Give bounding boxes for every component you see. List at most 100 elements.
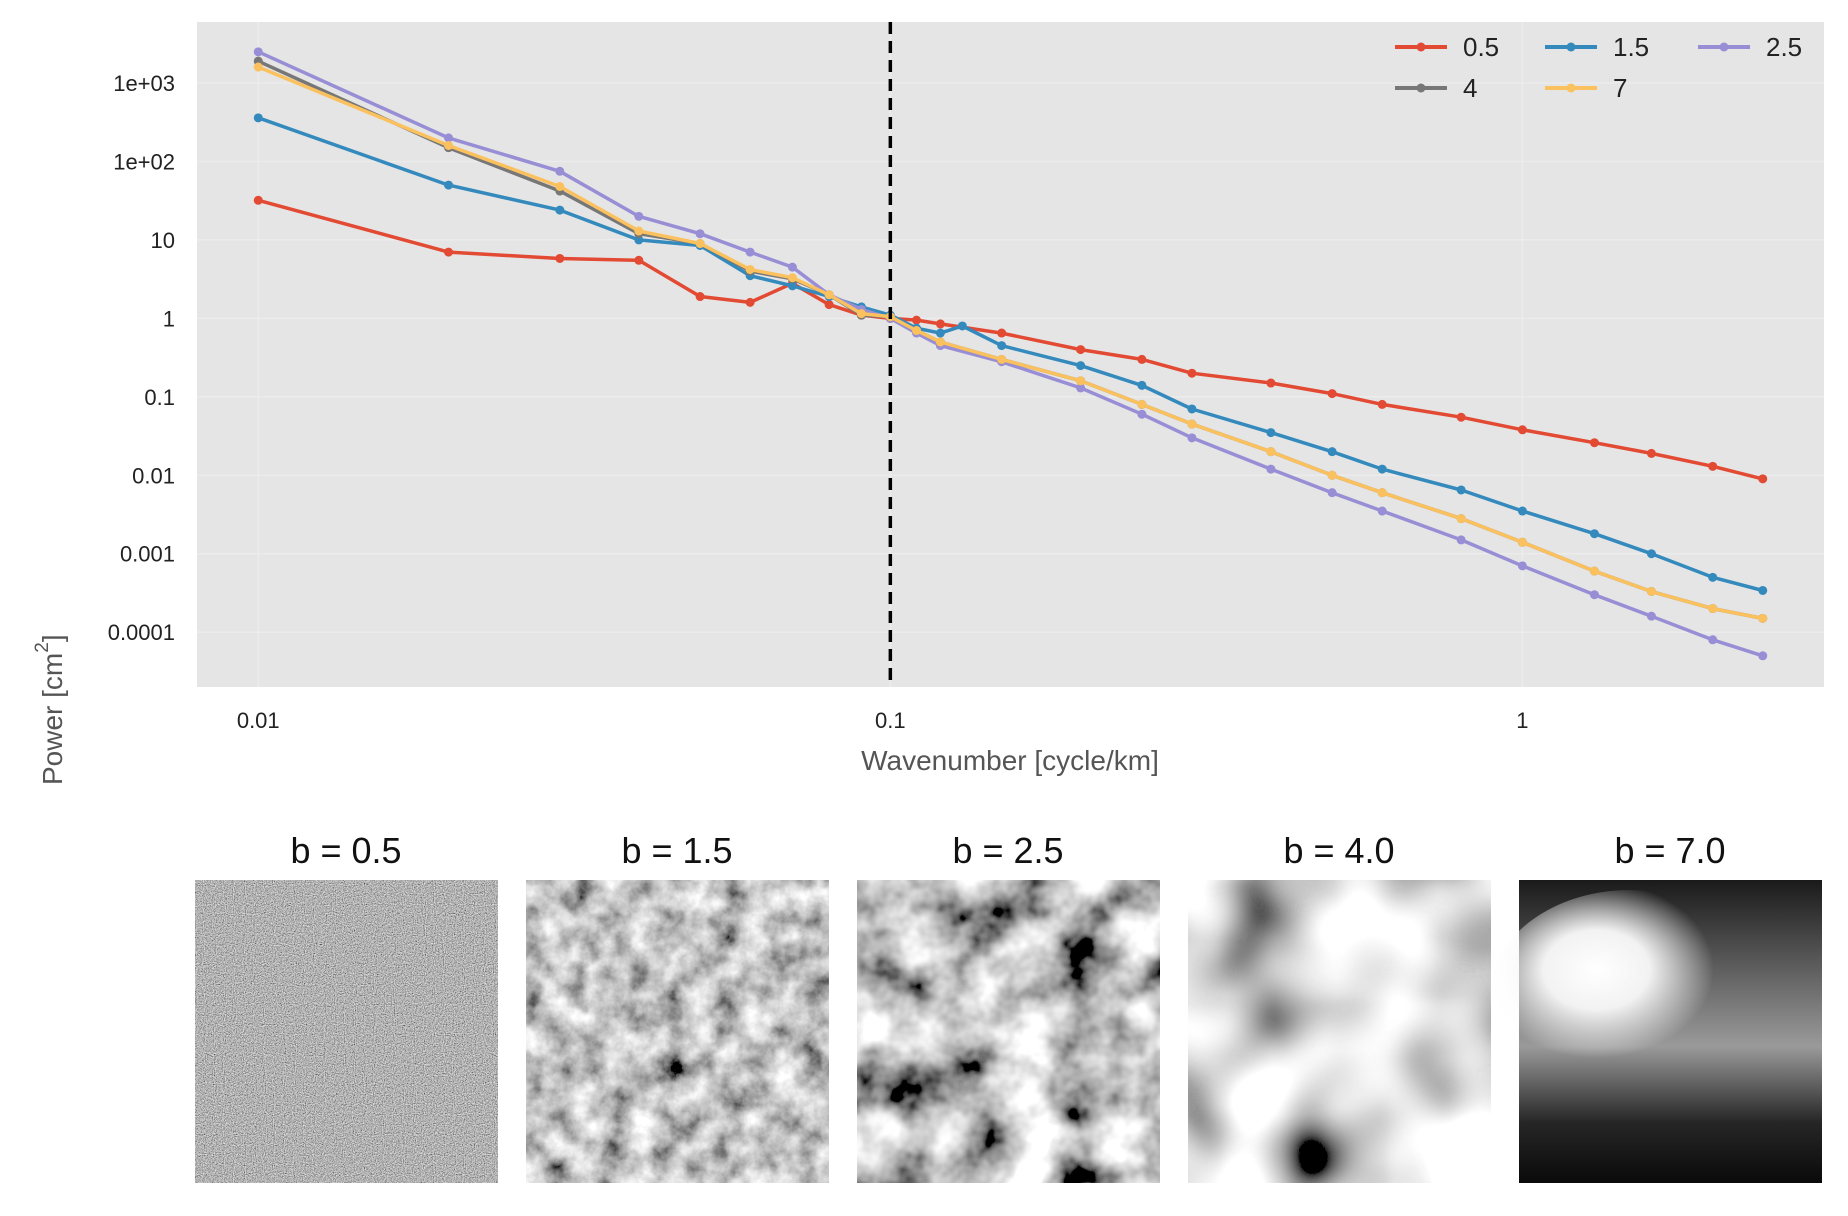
- panel-image: [1188, 880, 1491, 1183]
- legend-item-7: 7: [1545, 73, 1627, 103]
- data-point: [555, 205, 565, 215]
- legend-marker: [1416, 42, 1426, 52]
- data-point: [1266, 464, 1276, 474]
- data-point: [555, 181, 565, 191]
- data-point: [935, 319, 945, 329]
- legend-marker: [1719, 42, 1729, 52]
- legend-marker: [1566, 42, 1576, 52]
- y-tick-label: 0.01: [132, 463, 175, 488]
- data-point: [856, 309, 866, 319]
- data-point: [1708, 635, 1718, 645]
- data-point: [634, 211, 644, 221]
- data-point: [957, 321, 967, 331]
- series-layer: [253, 47, 1768, 661]
- data-point: [253, 113, 263, 123]
- panel-title: b = 1.5: [621, 830, 732, 871]
- data-point: [444, 140, 454, 150]
- data-point: [1758, 585, 1768, 595]
- legend-label: 7: [1613, 73, 1627, 103]
- data-point: [1646, 448, 1656, 458]
- panel-title: b = 4.0: [1283, 830, 1394, 871]
- data-point: [997, 354, 1007, 364]
- panel-b1.5: b = 1.5: [526, 830, 829, 1183]
- data-point: [1517, 506, 1527, 516]
- data-point: [1456, 514, 1466, 524]
- data-point: [1758, 651, 1768, 661]
- legend-label: 2.5: [1766, 32, 1802, 62]
- data-point: [555, 166, 565, 176]
- data-point: [1076, 361, 1086, 371]
- data-point: [1517, 425, 1527, 435]
- x-axis-label: Wavenumber [cycle/km]: [861, 745, 1159, 776]
- data-point: [1758, 613, 1768, 623]
- data-point: [695, 229, 705, 239]
- data-point: [1456, 485, 1466, 495]
- series-0.5: [253, 195, 1768, 484]
- data-point: [1327, 488, 1337, 498]
- legend-marker: [1416, 83, 1426, 93]
- legend-label: 1.5: [1613, 32, 1649, 62]
- data-point: [253, 47, 263, 57]
- y-tick-label: 10: [151, 228, 175, 253]
- panel-b0.5: b = 0.5: [195, 830, 498, 1183]
- panel-image: [195, 880, 498, 1183]
- data-point: [787, 262, 797, 272]
- legend: 0.5 1.5 2.5 4 7: [1395, 32, 1802, 103]
- data-point: [695, 292, 705, 302]
- data-point: [1187, 368, 1197, 378]
- data-point: [1708, 572, 1718, 582]
- data-point: [1758, 474, 1768, 484]
- data-point: [997, 341, 1007, 351]
- data-point: [1646, 611, 1656, 621]
- data-point: [745, 297, 755, 307]
- data-point: [695, 239, 705, 249]
- x-tick-label: 1: [1516, 708, 1528, 733]
- data-point: [745, 247, 755, 257]
- y-tick-label: 1: [163, 306, 175, 331]
- data-point: [555, 253, 565, 263]
- panel-title: b = 0.5: [290, 830, 401, 871]
- panel-b2.5: b = 2.5: [857, 830, 1160, 1183]
- data-point: [1377, 488, 1387, 498]
- y-tick-label: 0.0001: [108, 620, 175, 645]
- data-point: [912, 315, 922, 325]
- data-point: [997, 328, 1007, 338]
- data-point: [444, 247, 454, 257]
- data-point: [1456, 412, 1466, 422]
- data-point: [1377, 464, 1387, 474]
- y-axis-label-suffix: ]: [37, 634, 68, 642]
- data-point: [1187, 404, 1197, 414]
- data-point: [1137, 354, 1147, 364]
- data-point: [824, 300, 834, 310]
- data-point: [1076, 345, 1086, 355]
- data-point: [1327, 470, 1337, 480]
- y-tick-label: 0.1: [144, 385, 175, 410]
- series-line: [257, 116, 1764, 593]
- data-point: [1327, 447, 1337, 457]
- data-point: [253, 195, 263, 205]
- data-point: [1187, 419, 1197, 429]
- data-point: [1076, 376, 1086, 386]
- legend-label: 0.5: [1463, 32, 1499, 62]
- series-7: [253, 62, 1768, 623]
- data-point: [253, 62, 263, 72]
- plot-background: [197, 22, 1824, 687]
- panel-image: [526, 880, 829, 1183]
- y-tick-label: 1e+03: [113, 71, 175, 96]
- data-point: [1589, 590, 1599, 600]
- panel-title: b = 2.5: [952, 830, 1063, 871]
- data-point: [1076, 383, 1086, 393]
- data-point: [1517, 561, 1527, 571]
- x-tick-labels: 0.01 0.1 1: [237, 708, 1529, 733]
- panel-image: [857, 880, 1160, 1183]
- legend-label: 4: [1463, 73, 1477, 103]
- panel-b4.0: b = 4.0: [1188, 830, 1491, 1183]
- legend-item-1.5: 1.5: [1545, 32, 1649, 62]
- data-point: [824, 290, 834, 300]
- data-point: [912, 326, 922, 336]
- power-spectrum-chart: 0.01 0.1 1 1e+03 1e+02 10 1 0.1 0.01 0.001 0.0001…: [32, 22, 1824, 785]
- data-point: [1137, 380, 1147, 390]
- y-axis-label-superscript: 2: [32, 642, 53, 653]
- y-axis-label: Power [cm2]: [32, 634, 68, 785]
